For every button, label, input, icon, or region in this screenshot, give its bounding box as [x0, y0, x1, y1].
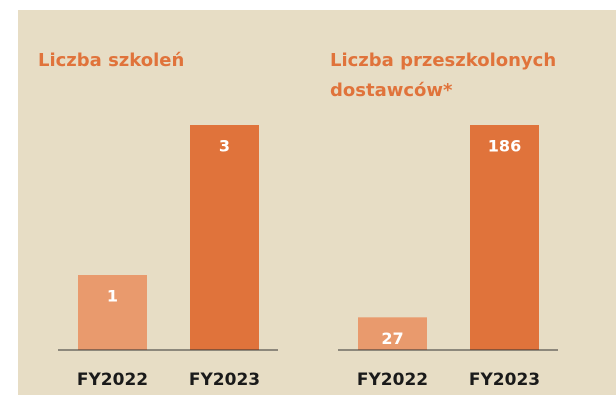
bar	[470, 125, 539, 350]
value-label: 3	[219, 137, 230, 156]
bar	[358, 317, 427, 350]
x-tick-label: FY2022	[77, 370, 148, 390]
chart-title: Liczba szkoleń	[38, 50, 185, 71]
value-label: 27	[381, 329, 403, 348]
x-tick-label: FY2023	[469, 370, 540, 390]
bar	[78, 275, 147, 350]
x-tick-label: FY2022	[357, 370, 428, 390]
x-tick-label: FY2023	[189, 370, 260, 390]
bar	[190, 125, 259, 350]
value-label: 1	[107, 287, 118, 306]
value-label: 186	[488, 137, 521, 156]
chart-title: Liczba przeszkolonych dostawców*	[330, 50, 557, 101]
